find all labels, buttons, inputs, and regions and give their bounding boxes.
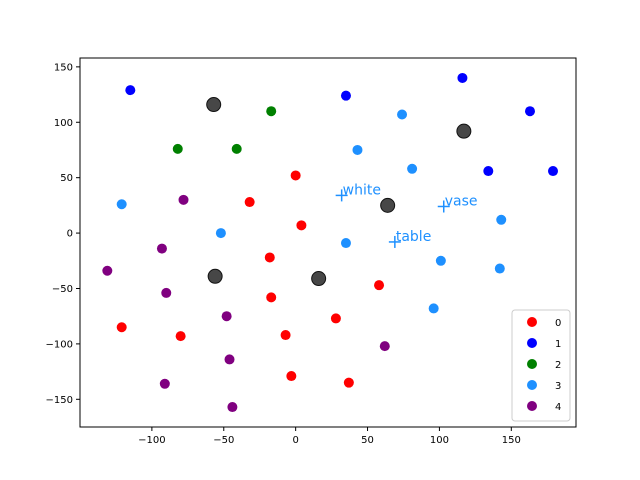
legend-label: 1 xyxy=(555,339,561,350)
data-point-series-4 xyxy=(221,311,232,322)
y-tick-label: −100 xyxy=(46,339,73,350)
highlight-point xyxy=(207,268,223,284)
annotations: white vase table xyxy=(335,182,478,248)
data-point-series-1 xyxy=(457,72,468,83)
x-tick-label: 50 xyxy=(361,435,374,446)
data-point-series-4 xyxy=(102,265,113,276)
data-point-series-0 xyxy=(264,252,275,263)
legend-marker xyxy=(527,401,537,411)
highlight-point xyxy=(206,97,222,113)
y-tick-label: 0 xyxy=(67,229,73,240)
y-tick-label: −150 xyxy=(46,395,73,406)
data-point-series-4 xyxy=(224,354,235,365)
data-point-series-0 xyxy=(286,371,297,382)
data-point-series-3 xyxy=(435,255,446,266)
x-tick-label: 150 xyxy=(502,435,521,446)
x-axis: −100 −50 0 50 100 150 xyxy=(138,427,521,446)
data-point-series-3 xyxy=(407,163,418,174)
data-point-series-4 xyxy=(379,341,390,352)
y-tick-label: 50 xyxy=(60,173,73,184)
data-point-series-0 xyxy=(330,313,341,324)
data-point-series-0 xyxy=(175,331,186,342)
data-point-series-4 xyxy=(161,287,172,298)
x-tick-label: −50 xyxy=(213,435,234,446)
y-axis: −150 −100 −50 0 50 100 150 xyxy=(46,62,80,406)
y-tick-label: 100 xyxy=(54,118,73,129)
legend: 0 1 2 3 4 xyxy=(511,309,571,422)
data-point-series-3 xyxy=(397,109,408,120)
x-tick-label: 100 xyxy=(430,435,449,446)
data-point-series-1 xyxy=(547,166,558,177)
data-point-series-0 xyxy=(116,322,127,333)
data-point-series-1 xyxy=(340,90,351,101)
data-point-series-0 xyxy=(266,292,277,303)
data-point-series-3 xyxy=(340,238,351,249)
data-point-series-0 xyxy=(296,220,307,231)
data-point-series-3 xyxy=(494,263,505,274)
x-tick-label: −100 xyxy=(138,435,165,446)
data-point-series-4 xyxy=(156,243,167,254)
data-point-series-0 xyxy=(374,280,385,291)
legend-label: 0 xyxy=(555,318,561,329)
y-tick-label: 150 xyxy=(54,62,73,73)
data-point-series-0 xyxy=(343,377,354,388)
highlight-point xyxy=(311,271,327,287)
highlight-point xyxy=(380,197,396,213)
annotation-label-vase: vase xyxy=(445,193,478,209)
legend-marker xyxy=(527,359,537,369)
data-point-series-1 xyxy=(483,166,494,177)
data-point-series-3 xyxy=(428,303,439,314)
plot-area xyxy=(79,57,577,428)
data-point-series-2 xyxy=(172,143,183,154)
legend-label: 3 xyxy=(555,381,561,392)
data-point-series-4 xyxy=(159,378,170,389)
data-point-series-3 xyxy=(215,228,226,239)
data-point-series-1 xyxy=(125,85,136,96)
legend-marker xyxy=(527,317,537,327)
legend-box xyxy=(511,309,571,422)
legend-marker xyxy=(527,338,537,348)
data-point-series-1 xyxy=(524,106,535,117)
data-points xyxy=(102,72,558,413)
data-point-series-0 xyxy=(244,197,255,208)
data-point-series-3 xyxy=(116,199,127,210)
data-point-series-2 xyxy=(231,143,242,154)
data-point-series-4 xyxy=(227,402,238,413)
data-point-series-3 xyxy=(352,144,363,155)
annotation-label-white: white xyxy=(343,182,381,198)
data-point-series-2 xyxy=(266,106,277,117)
y-tick-label: −50 xyxy=(52,284,73,295)
data-point-series-0 xyxy=(290,170,301,181)
x-tick-label: 0 xyxy=(292,435,298,446)
legend-label: 4 xyxy=(555,402,561,413)
legend-marker xyxy=(527,380,537,390)
data-point-series-3 xyxy=(496,214,507,225)
legend-label: 2 xyxy=(555,360,561,371)
highlight-point xyxy=(456,123,472,139)
annotation-label-table: table xyxy=(396,229,431,245)
data-point-series-4 xyxy=(178,194,189,205)
data-point-series-0 xyxy=(280,330,291,341)
